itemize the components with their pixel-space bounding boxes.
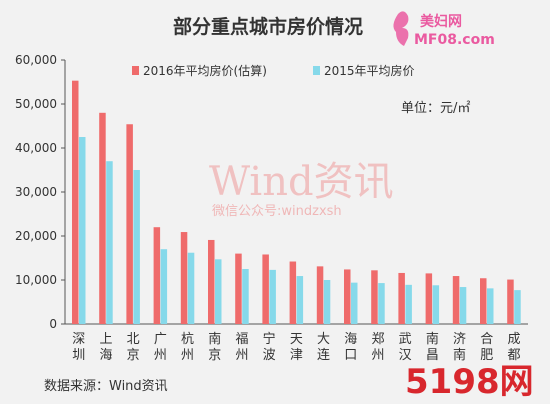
bar-2016-8 — [289, 261, 297, 324]
bar-2015-9 — [323, 280, 331, 324]
x-tick-label: 合肥 — [480, 332, 493, 363]
bar-2015-1 — [106, 161, 113, 324]
logo-top-line1: 美妇网 — [420, 13, 462, 30]
y-tick-label: 50,000 — [15, 97, 57, 111]
bars — [72, 80, 521, 325]
logo-bottom: 5198网 — [405, 362, 534, 402]
watermark-main: Wind资讯 — [209, 159, 394, 205]
x-tick-label: 成都 — [507, 332, 520, 363]
bar-2016-0 — [72, 80, 79, 325]
x-tick-label: 杭州 — [181, 332, 194, 363]
bar-2016-2 — [126, 124, 133, 325]
bar-2015-10 — [351, 282, 358, 324]
logo-bottom-text: 5198网 — [405, 362, 534, 402]
logo-top: 美妇网 MF08.com — [393, 11, 495, 48]
legend: 2016年平均房价(估算) 2015年平均房价 — [132, 63, 415, 78]
x-tick-label: 宁波 — [263, 331, 276, 363]
bar-2015-16 — [514, 290, 521, 324]
bar-2016-13 — [425, 273, 433, 324]
x-tick-label: 南昌 — [426, 331, 439, 363]
source-note: 数据来源：Wind资讯 — [44, 379, 168, 394]
x-tick-label: 武汉 — [399, 332, 412, 363]
bar-2015-2 — [133, 170, 140, 324]
x-tick-label: 郑州 — [371, 332, 384, 363]
x-tick-label: 广州 — [154, 332, 167, 363]
bar-2016-11 — [371, 270, 378, 324]
bar-2016-4 — [180, 232, 188, 324]
x-tick-label: 济南 — [453, 332, 466, 363]
bar-2015-6 — [242, 269, 249, 324]
x-tick-label: 南京 — [208, 331, 221, 363]
logo-top-line2: MF08.com — [414, 32, 495, 48]
unit-note: 单位：元/㎡ — [401, 101, 470, 116]
x-tick-label: 海口 — [344, 332, 357, 363]
bar-2016-10 — [344, 269, 351, 324]
bar-2016-12 — [398, 272, 405, 324]
legend-swatch-2015 — [313, 66, 320, 75]
watermark-sub: 微信公众号:windzxsh — [212, 204, 342, 219]
bar-2016-1 — [99, 112, 106, 324]
legend-label-2015: 2015年平均房价 — [324, 63, 415, 78]
y-tick-label: 10,000 — [15, 273, 57, 287]
bar-2016-5 — [208, 239, 215, 324]
bar-2015-11 — [378, 283, 385, 324]
legend-label-2016: 2016年平均房价(估算) — [143, 63, 267, 78]
axes: 0 10,000 20,000 30,000 40,000 50,000 60,000 — [15, 53, 528, 331]
bar-2015-14 — [459, 287, 467, 324]
bar-2016-16 — [507, 279, 514, 324]
bar-2015-15 — [487, 288, 494, 324]
x-tick-label: 天津 — [290, 332, 303, 363]
chart-title: 部分重点城市房价情况 — [173, 15, 363, 38]
bar-2015-0 — [79, 137, 86, 324]
bar-2015-3 — [160, 249, 168, 324]
bar-2016-6 — [235, 253, 242, 324]
x-tick-label: 深圳 — [72, 332, 85, 363]
bar-2015-5 — [215, 259, 222, 324]
bar-2016-14 — [452, 276, 460, 324]
bar-2015-13 — [432, 285, 440, 324]
legend-swatch-2016 — [132, 66, 139, 75]
logo-figure-icon — [393, 11, 409, 46]
bar-2016-9 — [316, 266, 324, 324]
x-tick-label: 上海 — [99, 332, 112, 363]
y-tick-label: 30,000 — [15, 185, 57, 199]
bar-2016-7 — [262, 254, 269, 324]
x-tick-label: 福州 — [235, 332, 248, 363]
bar-2015-8 — [296, 276, 304, 324]
bar-2015-7 — [269, 269, 276, 324]
y-tick-label: 0 — [49, 317, 57, 331]
bar-2015-12 — [405, 284, 412, 324]
x-tick-label: 北京 — [127, 332, 140, 363]
bar-2015-4 — [187, 252, 195, 324]
x-tick-label: 大连 — [317, 332, 330, 363]
bar-2016-15 — [480, 278, 487, 324]
y-tick-label: 20,000 — [15, 229, 57, 243]
bar-2016-3 — [153, 227, 161, 324]
y-tick-label: 60,000 — [15, 53, 57, 67]
y-tick-label: 40,000 — [15, 141, 57, 155]
